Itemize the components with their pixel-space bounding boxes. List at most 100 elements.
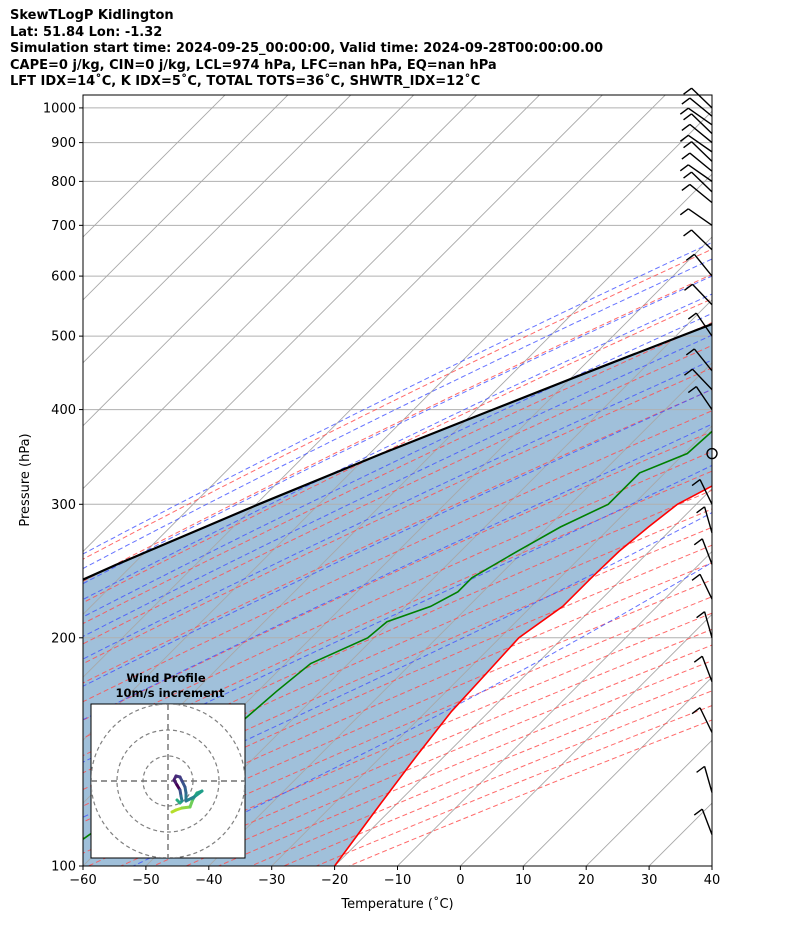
dry-adiabat	[83, 508, 712, 791]
wind-barb-flag	[691, 707, 701, 715]
isotherm	[83, 95, 289, 301]
wind-barb-flag	[696, 611, 705, 619]
wind-barb	[689, 183, 713, 204]
wind-barb	[689, 152, 713, 172]
moist-adiabat	[83, 388, 712, 687]
x-tick-label: −30	[258, 873, 285, 888]
wind-barb	[687, 208, 713, 226]
isotherm	[522, 676, 712, 866]
x-tick-label: 30	[641, 873, 658, 888]
dry-adiabat	[83, 470, 712, 757]
wind-barb	[691, 229, 713, 251]
x-tick-label: −50	[132, 873, 159, 888]
hodograph-segment	[175, 798, 182, 805]
isotherm	[208, 362, 712, 866]
isotherm	[459, 613, 712, 866]
dry-adiabat	[83, 544, 712, 823]
isotherm	[83, 95, 604, 616]
isotherm	[83, 95, 352, 364]
temperature-line	[333, 485, 712, 866]
wind-barb	[695, 386, 713, 410]
y-tick-label: 900	[51, 136, 76, 151]
dry-adiabat	[83, 526, 712, 807]
header-cape: CAPE=0 j/kg, CIN=0 j/kg, LCL=974 hPa, LF…	[10, 57, 497, 73]
header-location: Lat: 51.84 Lon: -1.32	[10, 24, 163, 40]
wind-barb	[699, 573, 713, 600]
x-tick-label: −20	[321, 873, 348, 888]
y-tick-label: 800	[51, 175, 76, 190]
moist-adiabat	[83, 241, 712, 555]
wind-barb-flag	[683, 113, 692, 121]
wind-barb-flag	[684, 368, 693, 376]
wind-barb	[699, 707, 713, 733]
wind-barb-flag	[681, 152, 691, 160]
wind-barb	[703, 506, 713, 534]
wind-barb-flag	[693, 655, 703, 663]
dry-adiabat	[83, 321, 712, 625]
moist-adiabat	[83, 293, 712, 601]
wind-barb-flag	[683, 141, 692, 149]
x-tick-label: −10	[384, 873, 411, 888]
isotherm	[271, 425, 712, 866]
y-tick-label: 200	[51, 631, 76, 646]
x-tick-label: 20	[578, 873, 595, 888]
wind-barb-flag	[685, 253, 695, 261]
dry-adiabat	[83, 410, 712, 703]
wind-barb-flag	[681, 183, 691, 191]
wind-barb-flag	[693, 808, 703, 816]
isotherm	[83, 95, 478, 490]
isotherm	[145, 299, 712, 866]
wind-barb	[703, 611, 713, 638]
y-axis-label: Pressure (hPa)	[18, 433, 33, 526]
wind-barb	[691, 87, 713, 109]
hodograph-title: Wind Profile	[126, 671, 206, 685]
wind-barb-flag	[687, 312, 697, 320]
wind-barb-flag	[679, 107, 689, 115]
x-tick-label: 40	[704, 873, 721, 888]
wind-barb-flag	[693, 538, 703, 546]
y-tick-label: 600	[51, 270, 76, 285]
wind-barb	[701, 808, 713, 835]
dry-adiabat	[83, 367, 712, 665]
wind-barb-flag	[679, 134, 689, 142]
chart-series	[83, 322, 712, 866]
isotherm	[83, 95, 541, 553]
y-tick-label: 300	[51, 498, 76, 513]
dry-adiabat	[83, 248, 712, 560]
wind-barb-flag	[696, 765, 705, 773]
y-tick-label: 500	[51, 330, 76, 345]
isotherm	[396, 550, 712, 866]
hodograph-inset	[90, 703, 246, 859]
moist-adiabat	[83, 423, 712, 721]
wind-barb	[701, 538, 713, 565]
x-tick-label: 0	[456, 873, 464, 888]
wind-barb-flag	[683, 229, 692, 237]
y-tick-label: 700	[51, 219, 76, 234]
isotherm	[83, 110, 712, 741]
wind-barb	[693, 253, 713, 277]
wind-barb-flag	[691, 573, 701, 581]
isotherm	[83, 95, 415, 427]
dry-adiabat	[83, 273, 712, 582]
dry-adiabat	[83, 450, 712, 739]
chart-grid	[83, 95, 712, 866]
isotherm	[83, 95, 666, 678]
hodograph-subtitle: 10m/s increment	[116, 686, 225, 700]
moist-adiabat	[83, 312, 712, 618]
wind-barb	[701, 655, 713, 683]
wind-barb	[691, 141, 713, 162]
wind-barb-flag	[681, 97, 691, 105]
wind-barb-flag	[696, 506, 705, 514]
isotherm	[585, 739, 712, 866]
y-tick-label: 100	[51, 860, 76, 875]
wind-barb	[691, 113, 713, 135]
wind-barb	[693, 348, 713, 372]
x-tick-label: −40	[195, 873, 222, 888]
wind-barb-flag	[679, 208, 689, 216]
wind-barb	[703, 766, 713, 793]
wind-barb	[691, 368, 713, 391]
moist-adiabat	[83, 512, 712, 818]
moist-adiabat	[83, 334, 712, 638]
wind-barb	[687, 164, 713, 182]
